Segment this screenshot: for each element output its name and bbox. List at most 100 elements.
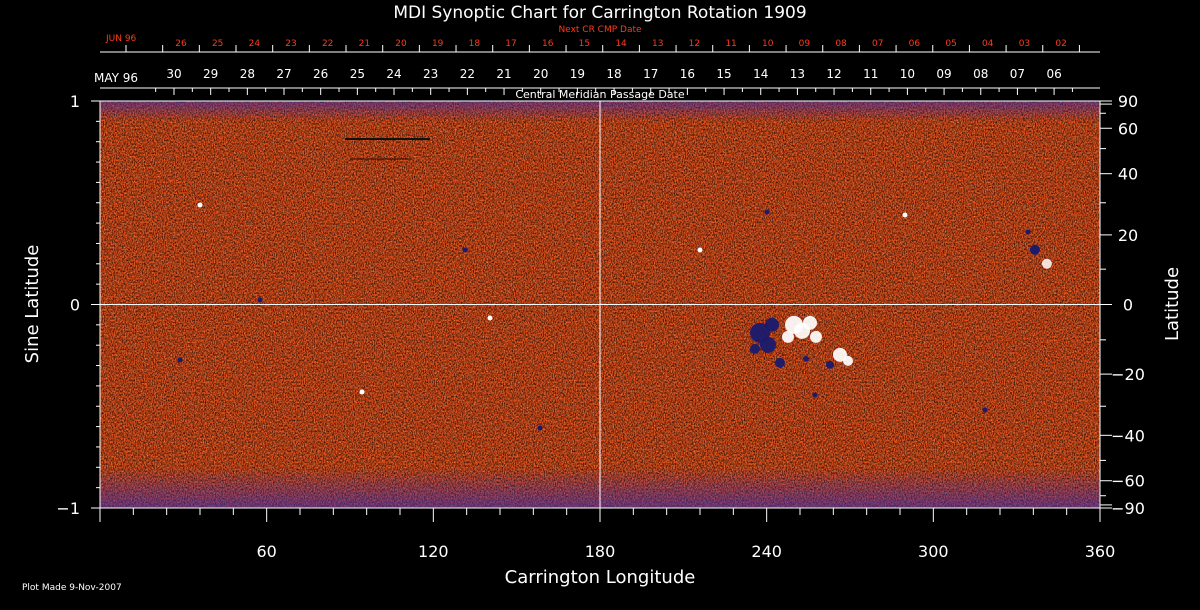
positive-flux-spot <box>782 330 794 343</box>
y-right-tick-label: 60 <box>1118 119 1138 138</box>
positive-flux-spot <box>1041 258 1052 269</box>
chart-title: MDI Synoptic Chart for Carrington Rotati… <box>393 3 806 23</box>
cmp-date-label: 21 <box>496 67 511 81</box>
next-cr-label: 14 <box>615 39 627 49</box>
network-spot-negative <box>177 357 183 363</box>
cmp-date-label: 12 <box>826 67 841 81</box>
y-axis-right: 90 60 40 20 0 −20 −40 −60 −90 <box>1100 92 1145 518</box>
cmp-date-label: 25 <box>350 67 365 81</box>
cmp-date-ticks <box>155 88 1073 95</box>
negative-flux-spot <box>775 357 785 368</box>
next-cr-month: JUN 96 <box>105 34 137 44</box>
next-cr-label: 15 <box>579 39 590 49</box>
y-left-tick-label: 1 <box>70 92 80 111</box>
cmp-date-label: 09 <box>936 67 951 81</box>
negative-flux-spot <box>760 336 776 353</box>
next-cr-label: 08 <box>835 39 847 49</box>
next-cr-label: 07 <box>872 39 883 49</box>
cmp-date-label: 10 <box>900 67 915 81</box>
next-cr-label: 09 <box>799 39 811 49</box>
network-spot-positive <box>359 389 365 395</box>
next-cr-label: 10 <box>762 39 774 49</box>
network-spot-positive <box>487 315 493 321</box>
y-right-tick-label: 20 <box>1118 226 1138 245</box>
y-right-tick-label: −90 <box>1111 499 1145 518</box>
positive-flux-spot <box>833 347 847 362</box>
y-left-tick-label: −1 <box>56 499 80 518</box>
cmp-date-label: 11 <box>863 67 878 81</box>
y-axis-label-right: Latitude <box>1162 267 1183 341</box>
next-cr-label: 13 <box>652 39 663 49</box>
date-axis-month: MAY 96 <box>94 71 138 85</box>
y-axis-left: 1 0 −1 <box>56 92 100 518</box>
network-spot-negative <box>1025 229 1031 235</box>
x-tick-label: 120 <box>418 542 449 561</box>
next-cr-label: 16 <box>542 39 554 49</box>
plot-made-footer: Plot Made 9-Nov-2007 <box>22 583 122 593</box>
next-cr-label: 11 <box>725 39 736 49</box>
next-cr-label: 25 <box>212 39 223 49</box>
cmp-date-label: 23 <box>423 67 438 81</box>
x-tick-label: 240 <box>751 542 782 561</box>
network-spot-negative <box>537 425 543 431</box>
y-right-tick-label: −20 <box>1111 365 1145 384</box>
x-tick-label: 360 <box>1085 542 1116 561</box>
positive-flux-spot <box>810 330 822 343</box>
next-cr-label: 06 <box>909 39 921 49</box>
next-cr-label: 17 <box>505 39 516 49</box>
cmp-date-label: 16 <box>680 67 695 81</box>
cmp-date-label: 19 <box>570 67 585 81</box>
network-spot-negative <box>257 297 263 303</box>
positive-flux-spot <box>803 315 817 330</box>
next-cr-label: 05 <box>945 39 956 49</box>
x-tick-label: 60 <box>256 542 276 561</box>
cmp-date-labels: 30 29 28 27 26 25 24 23 22 21 20 19 18 17 16 15 14 13 12 11… <box>166 67 1061 81</box>
cmp-date-label: 24 <box>386 67 401 81</box>
magnetogram-map <box>99 100 1101 509</box>
x-tick-label: 180 <box>585 542 616 561</box>
cmp-date-label: 15 <box>716 67 731 81</box>
x-axis-label: Carrington Longitude <box>505 567 696 588</box>
next-cr-label: 04 <box>982 39 994 49</box>
y-left-tick-label: 0 <box>70 296 80 315</box>
next-cr-labels: 26 25 24 23 22 21 20 19 18 17 16 15 14 13 12 11 10 09 08 07… <box>175 39 1067 49</box>
active-regions <box>177 202 1052 431</box>
cmp-date-label: 20 <box>533 67 548 81</box>
cmp-date-label: 17 <box>643 67 658 81</box>
cmp-date-label: 08 <box>973 67 988 81</box>
y-right-tick-label: 0 <box>1123 296 1133 315</box>
y-right-tick-label: 40 <box>1118 165 1138 184</box>
next-cr-label: 23 <box>285 39 296 49</box>
x-tick-label: 300 <box>918 542 949 561</box>
next-cr-label: 18 <box>469 39 481 49</box>
network-spot-positive <box>697 247 703 253</box>
cmp-date-label: 22 <box>460 67 475 81</box>
next-cr-label: 02 <box>1055 39 1066 49</box>
next-cr-label: 20 <box>395 39 407 49</box>
network-spot-positive <box>902 212 908 218</box>
positive-flux-spot <box>843 355 853 366</box>
next-cr-ticks <box>125 45 1080 52</box>
next-cr-label: 12 <box>689 39 700 49</box>
negative-flux-spot <box>750 343 760 354</box>
cmp-date-label: 14 <box>753 67 768 81</box>
cmp-date-label: 26 <box>313 67 328 81</box>
next-cr-label: 26 <box>175 39 187 49</box>
next-cr-label: 24 <box>249 39 261 49</box>
next-cr-label: 19 <box>432 39 444 49</box>
date-axis-title: Central Meridian Passage Date <box>515 88 684 101</box>
cmp-date-label: 27 <box>276 67 291 81</box>
cmp-date-label: 06 <box>1046 67 1061 81</box>
cmp-date-label: 29 <box>203 67 218 81</box>
negative-flux-spot <box>803 355 809 362</box>
y-right-tick-label: 90 <box>1118 92 1138 111</box>
negative-flux-spot <box>826 360 834 369</box>
negative-flux-spot <box>1029 244 1040 255</box>
next-cr-label: 22 <box>322 39 333 49</box>
cmp-date-label: 28 <box>240 67 255 81</box>
x-axis: 60 120 180 240 300 360 <box>99 508 1116 561</box>
y-right-tick-label: −40 <box>1111 426 1145 445</box>
cmp-date-label: 18 <box>606 67 621 81</box>
cmp-date-label: 30 <box>166 67 181 81</box>
